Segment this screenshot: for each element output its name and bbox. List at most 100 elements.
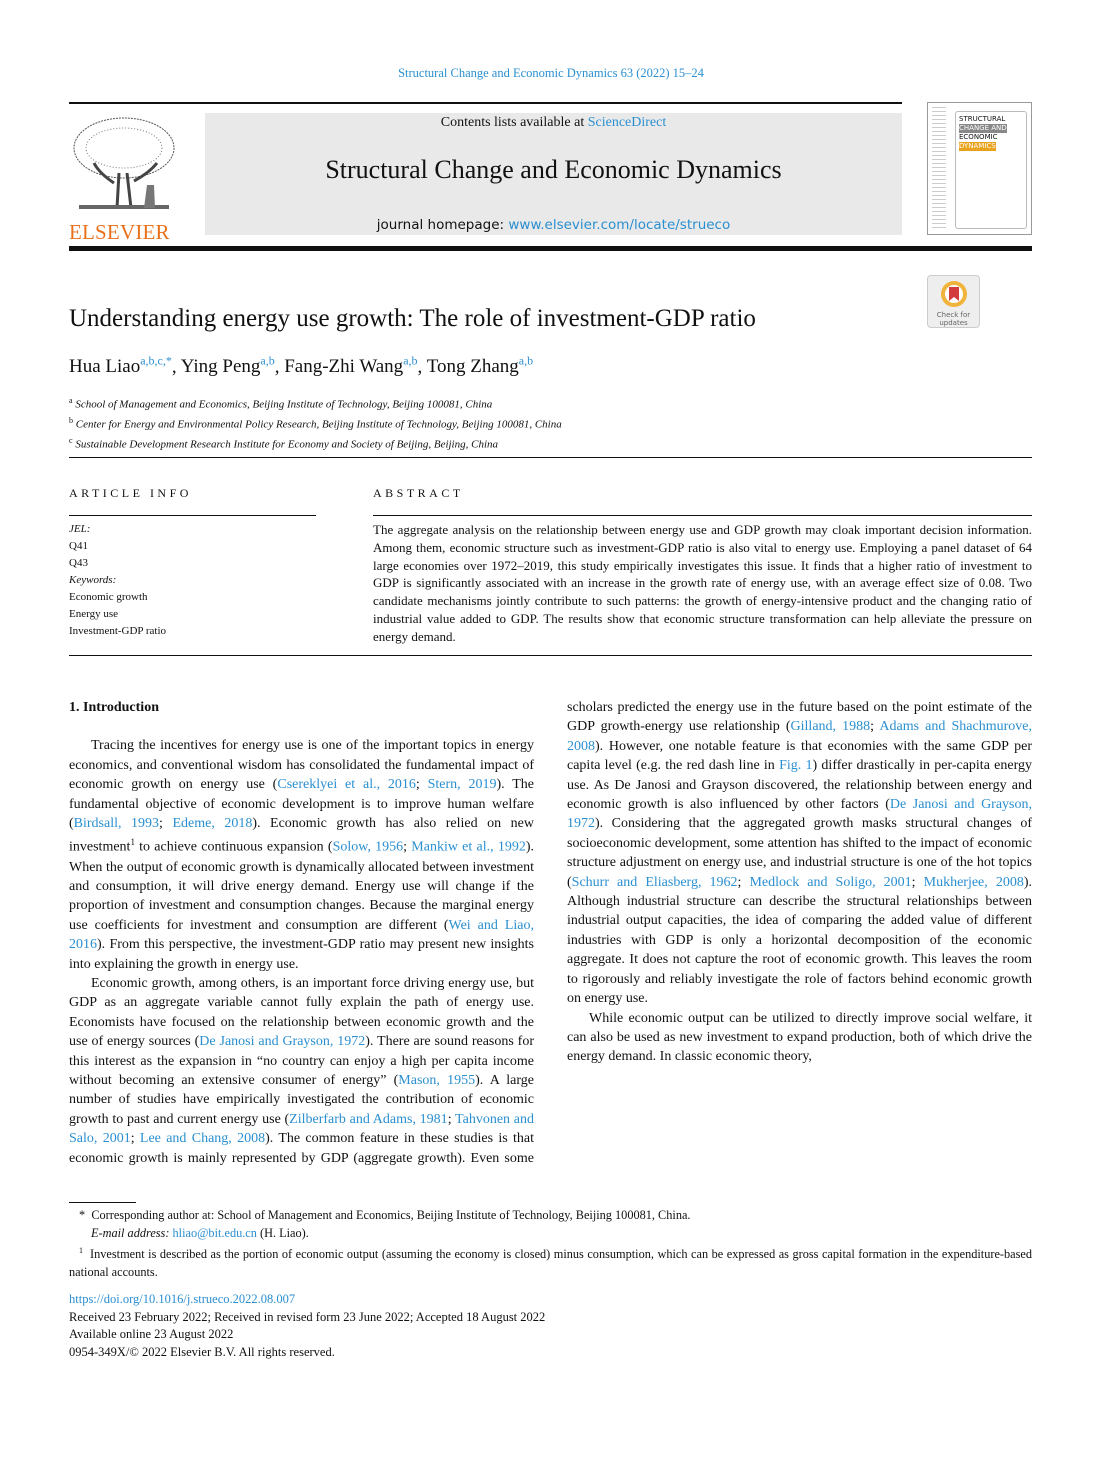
cover-line: CHANGE AND [959,124,1007,133]
author-affil-marks[interactable]: a,b [403,354,418,368]
cover-line: ECONOMIC [959,133,998,141]
footnote-mark: * [79,1208,86,1222]
running-head[interactable]: Structural Change and Economic Dynamics … [398,66,704,80]
author[interactable]: Fang-Zhi Wanga,b [284,354,418,378]
text-run: Tracing the incentives for energy use is… [69,738,534,793]
text-run: ). From this perspective, the investment… [69,937,534,972]
citation-link[interactable]: Lee and Chang, 2008 [139,1131,266,1147]
cover-line: STRUCTURAL [959,115,1006,123]
email-suffix: (H. Liao). [256,1225,309,1240]
citation-link[interactable]: Mankiw et al., 1992 [411,840,526,856]
citation-link[interactable]: Zilberfarb and Adams, 1981 [289,1111,448,1127]
affil-text: School of Management and Economics, Beij… [75,398,493,411]
sciencedirect-link[interactable]: ScienceDirect [587,115,667,130]
citation-link[interactable]: Csereklyei et al., 2016 [277,777,416,793]
journal-banner: Contents lists available at ScienceDirec… [205,113,902,235]
affiliation: a School of Management and Economics, Be… [69,393,562,413]
citation-link[interactable]: Gilland, 1988 [790,719,871,735]
author-affil-marks[interactable]: a,b [518,354,534,368]
check-updates-icon [940,281,967,307]
citation-link[interactable]: Edeme, 2018 [172,816,253,832]
keyword: Economic growth [69,591,148,603]
affiliation: b Center for Energy and Environmental Po… [69,413,562,433]
citation-link[interactable]: Mason, 1955 [398,1072,476,1088]
author-name: Ying Peng [180,356,261,378]
citation-link[interactable]: Tahvonen and Salo, 2001 [69,1111,534,1147]
footnotes: * Corresponding author at: School of Man… [69,1207,1032,1281]
author[interactable]: Hua Liaoa,b,c,* [69,354,172,377]
citation-link[interactable]: Wei and Liao, 2016 [69,917,534,953]
keyword: Investment-GDP ratio [69,625,167,637]
author[interactable]: Ying Penga,b [180,354,275,378]
article-info: JEL: Q41 Q43 Keywords: Economic growth E… [69,521,166,640]
citation-link[interactable]: Birdsall, 1993 [73,816,160,832]
citation-link[interactable]: Schurr and Eliasberg, 1962 [571,874,738,890]
contents-line: Contents lists available at ScienceDirec… [205,115,902,131]
citation-link[interactable]: De Janosi and Grayson, 1972 [567,797,1032,832]
text-run: to achieve continuous expansion ( [134,840,333,856]
text-run: While economic output can be utilized to… [567,1010,1032,1065]
text-run: ; [737,874,750,890]
keywords-label: Keywords: [69,574,117,586]
text-run: ; [415,777,428,793]
abstract-text: The aggregate analysis on the relationsh… [373,522,1032,644]
keyword: Energy use [69,608,118,620]
affil-mark: b [69,416,73,426]
citation-link[interactable]: Stern, 2019 [427,777,497,793]
text-run: ). The common feature in these studies i… [69,700,1032,1166]
journal-cover[interactable]: STRUCTURAL CHANGE AND ECONOMIC DYNAMICS [927,102,1032,235]
text-run: ; [870,719,880,735]
homepage-label: journal homepage: [376,217,509,233]
citation-link[interactable]: Mukherjee, 2008 [923,874,1024,890]
history: Received 23 February 2022; Received in r… [69,1309,546,1324]
divider [69,102,902,104]
email-link[interactable]: hliao@bit.edu.cn [172,1225,257,1240]
citation-link[interactable]: Medlock and Soligo, 2001 [749,874,912,890]
footnote-ref[interactable]: 1 [130,837,135,848]
elsevier-logo[interactable]: ELSEVIER [69,113,179,244]
cover-sidebar [932,107,946,230]
text-run: ). When the output of economic growth is… [69,840,535,933]
citation-link[interactable]: Adams and Shachmurove, 2008 [567,719,1032,754]
author[interactable]: Tong Zhanga,b [426,354,534,378]
article-title: Understanding energy use growth: The rol… [69,305,756,332]
jel-label: JEL: [69,523,91,535]
affiliations: a School of Management and Economics, Be… [69,393,562,453]
citation-link[interactable]: Fig. 1 [779,758,813,774]
doi-link[interactable]: https://doi.org/10.1016/j.strueco.2022.0… [69,1292,296,1306]
divider [69,515,316,516]
author-affil-marks[interactable]: a,b,c,* [140,354,172,368]
tree-icon [69,113,179,213]
divider [373,515,1032,516]
publication-info: https://doi.org/10.1016/j.strueco.2022.0… [69,1291,545,1361]
abstract-heading: ABSTRACT [373,486,464,500]
divider [69,655,1032,656]
footnote-1: 1 Investment is described as the portion… [69,1242,1032,1281]
footnote-text: Corresponding author at: School of Manag… [91,1208,691,1222]
homepage-line: journal homepage: www.elsevier.com/locat… [205,217,902,233]
check-for-updates-button[interactable]: Check for updates [927,275,980,328]
citation-link[interactable]: De Janosi and Grayson, 1972 [199,1034,366,1050]
citation-link[interactable]: Solow, 1956 [332,840,404,856]
jel-code: Q43 [69,557,88,569]
footnote-mark: 1 [79,1246,83,1255]
affil-text: Center for Energy and Environmental Poli… [75,418,562,431]
author-affil-marks[interactable]: a,b [260,354,275,368]
footnote-rule [69,1202,136,1203]
text-run: ; [130,1131,140,1147]
section-heading: 1. Introduction [69,700,159,715]
author-name: Fang-Zhi Wang [284,356,404,378]
email-label: E-mail address: [91,1225,173,1240]
paragraph: Tracing the incentives for energy use is… [69,736,534,974]
copyright: 0954-349X/© 2022 Elsevier B.V. All right… [69,1344,335,1359]
check-updates-label: Check for updates [936,311,971,327]
affil-mark: c [69,436,73,446]
homepage-link[interactable]: www.elsevier.com/locate/strueco [508,217,731,233]
body-text: 1. Introduction Tracing the incentives f… [69,698,1032,1168]
text-run: ; [911,874,924,890]
author-list: Hua Liaoa,b,c,*, Ying Penga,b, Fang-Zhi … [69,354,534,378]
text-run: ; [159,816,173,832]
text-run: ) differ drastically in per-capita energ… [567,758,1033,813]
author-name: Tong Zhang [426,356,519,378]
